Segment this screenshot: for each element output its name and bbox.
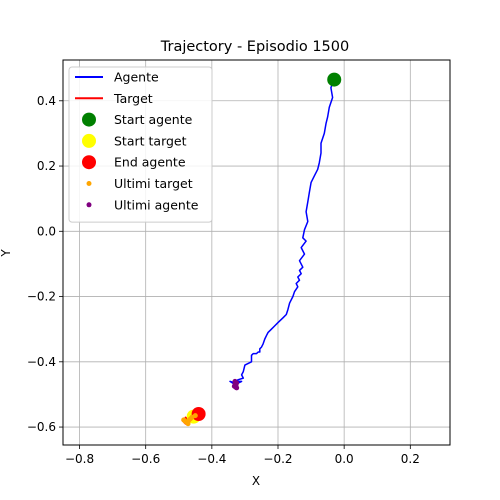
legend-swatch-ultimi-target: [86, 181, 92, 186]
point-ultimi-agente: [232, 381, 238, 387]
x-tick-label: −0.4: [197, 452, 226, 466]
y-tick-label: 0.4: [37, 94, 56, 108]
x-tick-label: −0.8: [65, 452, 94, 466]
series-line-agente: [229, 79, 335, 389]
legend: Agente Target Start agente Start target End …: [68, 66, 213, 223]
legend-label-start-target: Start target: [114, 133, 187, 148]
legend-label-ultimi-target: Ultimi target: [114, 176, 193, 191]
legend-label-end-agente: End agente: [114, 155, 186, 170]
legend-label-ultimi-agente: Ultimi agente: [114, 197, 199, 212]
x-tick-label: −0.6: [131, 452, 160, 466]
legend-label-target: Target: [113, 91, 153, 106]
y-tick-label: 0.0: [37, 224, 56, 238]
y-tick-label: −0.4: [27, 355, 56, 369]
legend-swatch-ultimi-agente: [86, 202, 92, 208]
plot-frame: [62, 59, 451, 446]
point-start-agente: [327, 72, 342, 87]
legend-box: [68, 66, 213, 223]
x-tick-label: −0.2: [263, 452, 292, 466]
point-ultimi-agente: [234, 385, 240, 391]
series-layer: [181, 72, 342, 427]
legend-label-start-agente: Start agente: [114, 112, 193, 127]
x-tick-label: 0.2: [401, 452, 420, 466]
y-tick-label: 0.2: [37, 159, 56, 173]
legend-label-agente: Agente: [114, 70, 159, 85]
chart-title: Trajectory - Episodio 1500: [160, 39, 349, 55]
tick-layer: −0.8 −0.6 −0.4 −0.2 0.0 0.2 −0.6 −0.4 −0.2 0.0 0.2…: [27, 94, 420, 466]
y-tick-label: −0.2: [27, 290, 56, 304]
y-axis-label: Y: [0, 249, 13, 258]
legend-swatch-end-agente: [82, 155, 96, 170]
legend-swatch-start-agente: [82, 112, 96, 127]
legend-swatch-start-target: [82, 133, 96, 148]
x-axis-label: X: [252, 474, 260, 488]
point-ultimi-target: [181, 417, 187, 423]
y-tick-label: −0.6: [27, 420, 56, 434]
x-tick-label: 0.0: [335, 452, 354, 466]
point-ultimi-target: [185, 421, 191, 427]
